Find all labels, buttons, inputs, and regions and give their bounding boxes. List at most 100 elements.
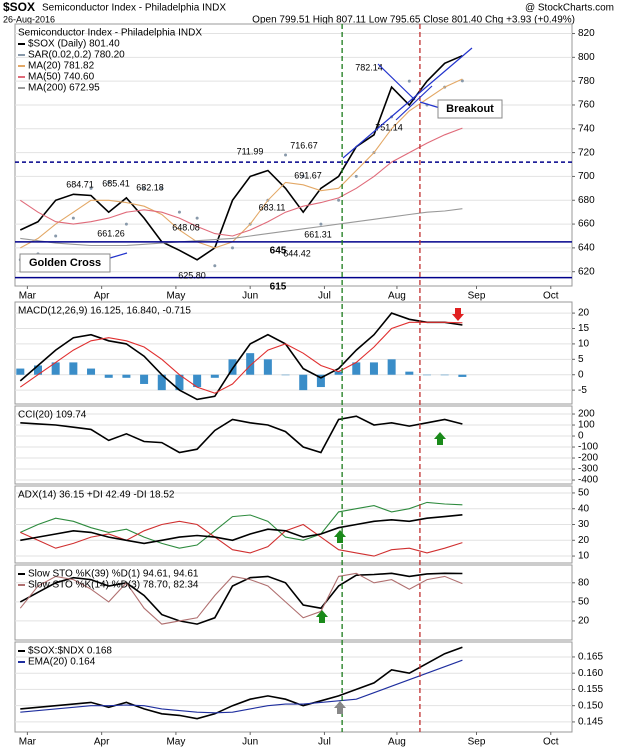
histogram-bar	[299, 374, 308, 391]
x-tick-label: Sep	[468, 737, 486, 748]
y-tick-label: 20	[578, 308, 590, 319]
note-label: Breakout	[446, 103, 494, 115]
legend-label: MA(200) 672.95	[28, 83, 100, 94]
sar-dot	[177, 210, 181, 214]
legend-label: Slow STO %K(14) %D(3) 78.70, 82.34	[28, 580, 199, 591]
date: 26-Aug-2016	[3, 14, 55, 24]
histogram-bar	[51, 362, 60, 375]
price-annotation: 661.31	[304, 229, 332, 239]
trendline	[109, 252, 128, 259]
y-tick-label: 0.160	[578, 668, 603, 679]
series-line	[20, 646, 463, 720]
sar-dot	[54, 234, 58, 238]
sar-dot	[142, 186, 146, 190]
price-annotation: 782.14	[355, 62, 383, 72]
histogram-bar	[175, 374, 184, 391]
y-tick-label: 800	[578, 52, 595, 63]
series-line	[20, 520, 463, 557]
x-tick-label: May	[166, 737, 185, 748]
x-tick-label: Jul	[318, 737, 331, 748]
sar-dot	[124, 222, 128, 226]
price-annotation: 648.08	[172, 222, 200, 232]
histogram-bar	[387, 359, 396, 375]
panel-frame	[14, 564, 573, 641]
series-line	[19, 321, 463, 394]
x-tick-label: Aug	[388, 737, 406, 748]
note-box	[19, 253, 111, 273]
y-tick-label: -400	[578, 475, 598, 486]
level-label: 645	[270, 246, 287, 257]
sar-dot	[107, 180, 111, 184]
y-tick-label: 760	[578, 100, 595, 111]
y-tick-label: 20	[578, 535, 590, 546]
panel-frame	[14, 23, 573, 287]
sar-dot	[213, 264, 217, 268]
x-tick-label: Jun	[242, 291, 258, 302]
x-tick-label: Jun	[242, 737, 258, 748]
note-label: Golden Cross	[29, 257, 101, 269]
histogram-bar	[157, 374, 166, 391]
histogram-bar	[122, 374, 131, 378]
histogram-bar	[369, 362, 378, 375]
panel-title: Semiconductor Index - Philadelphia INDX	[18, 28, 202, 39]
legend-label: SAR(0.02,0.2) 780.20	[28, 50, 125, 61]
panel-title: MACD(12,26,9) 16.125, 16.840, -0.715	[18, 306, 191, 317]
x-tick-label: Mar	[19, 291, 37, 302]
series-line	[20, 208, 463, 247]
sar-dot	[160, 186, 164, 190]
y-tick-label: 10	[578, 339, 590, 350]
y-tick-label: 10	[578, 551, 590, 562]
price-annotation: 685.41	[102, 178, 130, 188]
signal-arrow	[452, 308, 464, 321]
histogram-bar	[87, 368, 96, 375]
trendline	[377, 63, 416, 101]
x-tick-label: Mar	[19, 737, 37, 748]
histogram-bar	[263, 359, 272, 375]
sar-dot	[230, 246, 234, 250]
y-tick-label: 620	[578, 266, 595, 277]
histogram-bar	[193, 374, 202, 388]
sar-dot	[284, 153, 288, 157]
series-line	[20, 659, 463, 714]
legend-label: $SOX (Daily) 801.40	[28, 39, 120, 50]
series-line	[19, 312, 463, 401]
x-tick-label: Apr	[94, 291, 110, 302]
y-tick-label: 20	[578, 616, 590, 627]
trendline	[395, 85, 433, 121]
chart-title: Semiconductor Index - Philadelphia INDX	[42, 3, 226, 14]
x-tick-label: Oct	[543, 737, 559, 748]
price-annotation: 644.42	[283, 248, 311, 258]
y-tick-label: 820	[578, 28, 595, 39]
signal-arrow	[334, 701, 346, 714]
y-tick-label: 0	[578, 369, 584, 380]
y-tick-label: 0.150	[578, 700, 603, 711]
y-tick-label: 0.145	[578, 717, 603, 728]
sar-dot	[301, 174, 305, 178]
price-annotation: 682.18	[136, 182, 164, 192]
y-tick-label: 30	[578, 519, 590, 530]
y-tick-label: 50	[578, 597, 590, 608]
series-line	[19, 54, 463, 261]
sar-dot	[460, 79, 464, 83]
y-tick-label: -100	[578, 442, 598, 453]
y-tick-label: -5	[578, 385, 587, 396]
x-tick-label: Oct	[543, 291, 559, 302]
credit: @ StockCharts.com	[525, 3, 614, 14]
x-tick-label: May	[166, 291, 185, 302]
histogram-bar	[104, 374, 113, 378]
price-annotation: 711.99	[237, 146, 264, 156]
histogram-bar	[140, 374, 149, 384]
signal-arrow	[434, 432, 446, 445]
legend-label: EMA(20) 0.164	[28, 657, 96, 668]
signal-arrow	[334, 530, 346, 543]
y-tick-label: -300	[578, 464, 598, 475]
sar-dot	[195, 216, 199, 220]
price-annotation: 751.14	[375, 122, 403, 132]
symbol: $SOX	[3, 0, 35, 14]
panel-title: ADX(14) 36.15 +DI 42.49 -DI 18.52	[18, 490, 175, 501]
price-annotation: 625.80	[178, 270, 206, 280]
sar-dot	[407, 79, 411, 83]
sar-dot	[319, 222, 323, 226]
histogram-bar	[352, 362, 361, 375]
